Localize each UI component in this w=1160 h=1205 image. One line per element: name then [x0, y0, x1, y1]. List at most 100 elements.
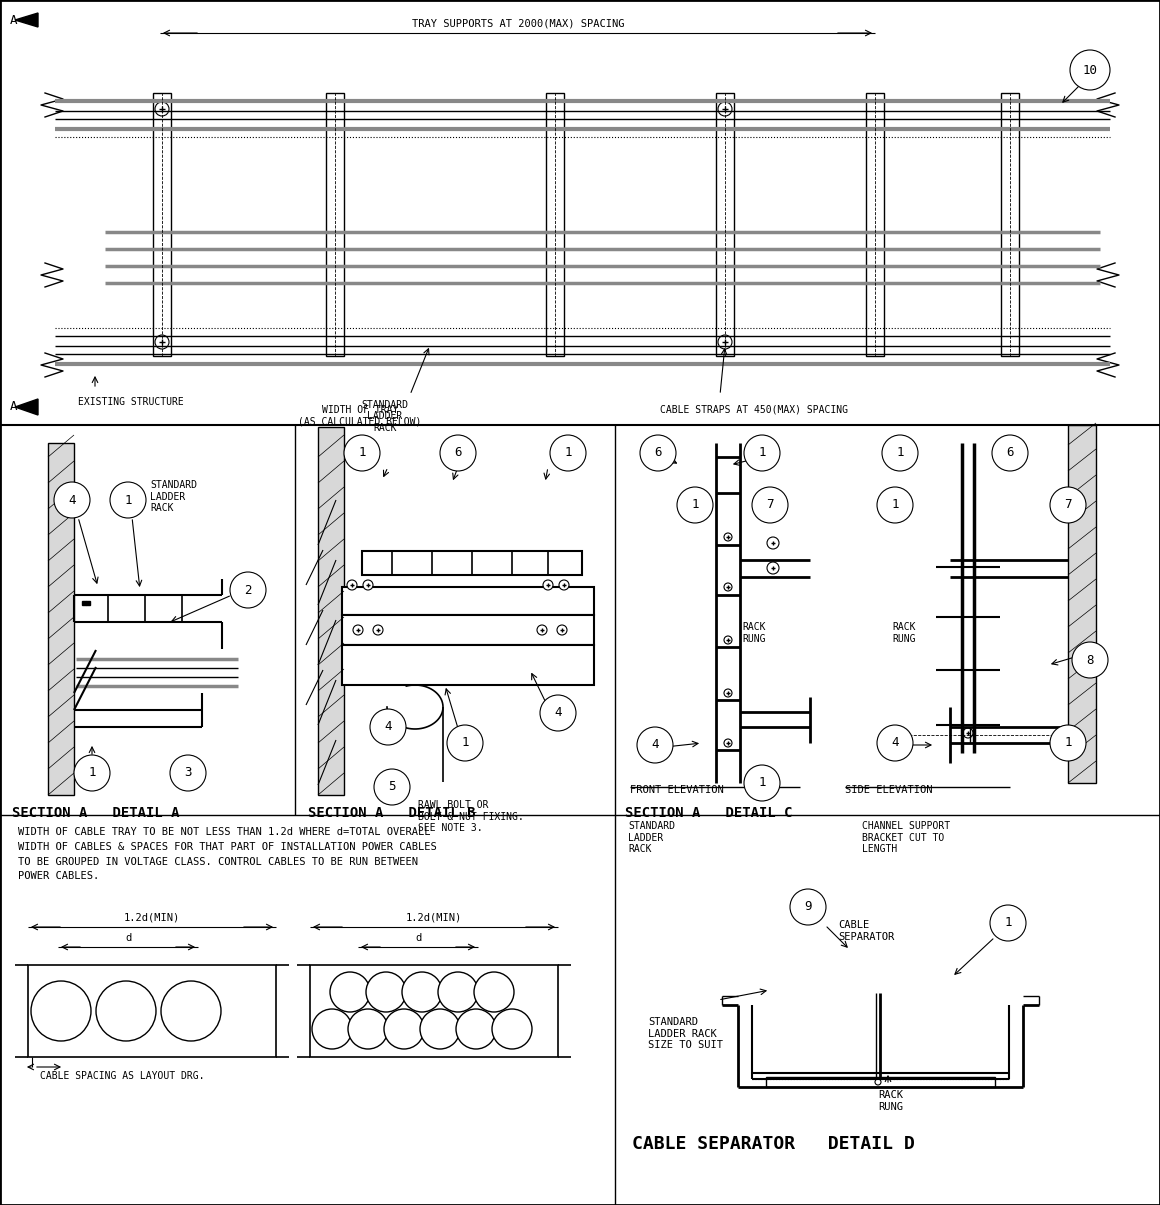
Bar — [48, 443, 74, 795]
Circle shape — [353, 625, 363, 635]
Circle shape — [718, 335, 732, 349]
Text: 1: 1 — [88, 766, 96, 780]
Bar — [1068, 425, 1096, 783]
Text: A: A — [10, 400, 17, 413]
Circle shape — [370, 709, 406, 745]
Text: 1: 1 — [759, 447, 766, 459]
Text: 4: 4 — [554, 706, 561, 719]
Text: 2: 2 — [245, 583, 252, 596]
Text: RACK
RUNG: RACK RUNG — [742, 622, 766, 643]
Circle shape — [767, 537, 780, 549]
Circle shape — [1050, 487, 1086, 523]
Circle shape — [384, 1009, 425, 1050]
Bar — [867, 93, 884, 355]
Circle shape — [637, 727, 673, 763]
Bar — [342, 587, 594, 615]
Text: TRAY SUPPORTS AT 2000(MAX) SPACING: TRAY SUPPORTS AT 2000(MAX) SPACING — [412, 19, 624, 29]
Circle shape — [403, 972, 442, 1012]
Text: 8: 8 — [1086, 653, 1094, 666]
Circle shape — [474, 972, 514, 1012]
Circle shape — [989, 905, 1025, 941]
Text: 1: 1 — [358, 447, 365, 459]
Bar — [362, 551, 582, 575]
Bar — [28, 965, 276, 1057]
Circle shape — [1050, 725, 1086, 762]
Text: d: d — [415, 933, 421, 944]
Circle shape — [537, 625, 548, 635]
Circle shape — [440, 435, 476, 471]
Circle shape — [367, 972, 406, 1012]
Circle shape — [640, 435, 676, 471]
Circle shape — [1070, 49, 1110, 90]
Circle shape — [767, 562, 780, 574]
Text: 4: 4 — [651, 739, 659, 752]
Circle shape — [492, 1009, 532, 1050]
Circle shape — [31, 981, 90, 1041]
Text: STANDARD
LADDER
RACK: STANDARD LADDER RACK — [150, 480, 197, 513]
Text: 4: 4 — [384, 721, 392, 734]
Circle shape — [155, 335, 169, 349]
Circle shape — [724, 739, 732, 747]
Circle shape — [447, 725, 483, 762]
Bar — [766, 1077, 995, 1087]
Polygon shape — [15, 399, 38, 415]
Bar — [546, 93, 564, 355]
Text: RAWL BOLT OR
BOLT & NUT FIXING.
SEE NOTE 3.: RAWL BOLT OR BOLT & NUT FIXING. SEE NOTE… — [418, 800, 524, 833]
Text: 1: 1 — [759, 776, 766, 789]
Circle shape — [677, 487, 713, 523]
Circle shape — [55, 482, 90, 518]
Text: 4: 4 — [68, 494, 75, 506]
Circle shape — [724, 636, 732, 643]
Text: A: A — [10, 13, 17, 27]
Circle shape — [718, 102, 732, 116]
Text: SECTION A   DETAIL A: SECTION A DETAIL A — [12, 806, 180, 819]
Circle shape — [329, 972, 370, 1012]
Text: 1.2d(MIN): 1.2d(MIN) — [406, 913, 462, 923]
Circle shape — [724, 533, 732, 541]
Circle shape — [74, 756, 110, 790]
Text: CABLE SPACING AS LAYOUT DRG.: CABLE SPACING AS LAYOUT DRG. — [39, 1071, 204, 1081]
Circle shape — [541, 695, 577, 731]
Circle shape — [347, 580, 357, 590]
Circle shape — [875, 1078, 880, 1084]
Circle shape — [543, 580, 553, 590]
Text: 9: 9 — [804, 900, 812, 913]
Circle shape — [877, 487, 913, 523]
Circle shape — [363, 580, 374, 590]
Text: 6: 6 — [455, 447, 462, 459]
Circle shape — [348, 1009, 387, 1050]
Bar — [318, 427, 345, 795]
Text: CABLE STRAPS AT 450(MAX) SPACING: CABLE STRAPS AT 450(MAX) SPACING — [660, 405, 848, 415]
Text: STANDARD
LADDER
RACK: STANDARD LADDER RACK — [628, 821, 675, 854]
Text: SIDE ELEVATION: SIDE ELEVATION — [844, 784, 933, 795]
Text: FRONT ELEVATION: FRONT ELEVATION — [630, 784, 724, 795]
Circle shape — [724, 689, 732, 696]
Circle shape — [345, 435, 380, 471]
Circle shape — [559, 580, 570, 590]
Circle shape — [374, 769, 409, 805]
Circle shape — [155, 102, 169, 116]
Text: 1: 1 — [1005, 917, 1012, 929]
Text: SECTION A   DETAIL C: SECTION A DETAIL C — [625, 806, 792, 819]
Text: EXISTING STRUCTURE: EXISTING STRUCTURE — [78, 396, 183, 407]
Circle shape — [230, 572, 266, 609]
Circle shape — [790, 889, 826, 925]
Text: 7: 7 — [1064, 499, 1072, 511]
Circle shape — [171, 756, 206, 790]
Bar — [342, 645, 594, 684]
Text: 1: 1 — [691, 499, 698, 511]
Text: CHANNEL SUPPORT
BRACKET CUT TO
LENGTH: CHANNEL SUPPORT BRACKET CUT TO LENGTH — [862, 821, 950, 854]
Circle shape — [96, 981, 155, 1041]
Text: 6: 6 — [654, 447, 661, 459]
Circle shape — [963, 728, 973, 737]
Circle shape — [374, 625, 383, 635]
Text: 1: 1 — [891, 499, 899, 511]
Text: STANDARD
LADDER RACK
SIZE TO SUIT: STANDARD LADDER RACK SIZE TO SUIT — [648, 1017, 723, 1051]
Circle shape — [438, 972, 478, 1012]
Bar — [326, 93, 345, 355]
Bar — [153, 93, 171, 355]
Bar — [310, 965, 558, 1057]
Circle shape — [1072, 642, 1108, 678]
Circle shape — [877, 725, 913, 762]
Text: 1: 1 — [1064, 736, 1072, 750]
